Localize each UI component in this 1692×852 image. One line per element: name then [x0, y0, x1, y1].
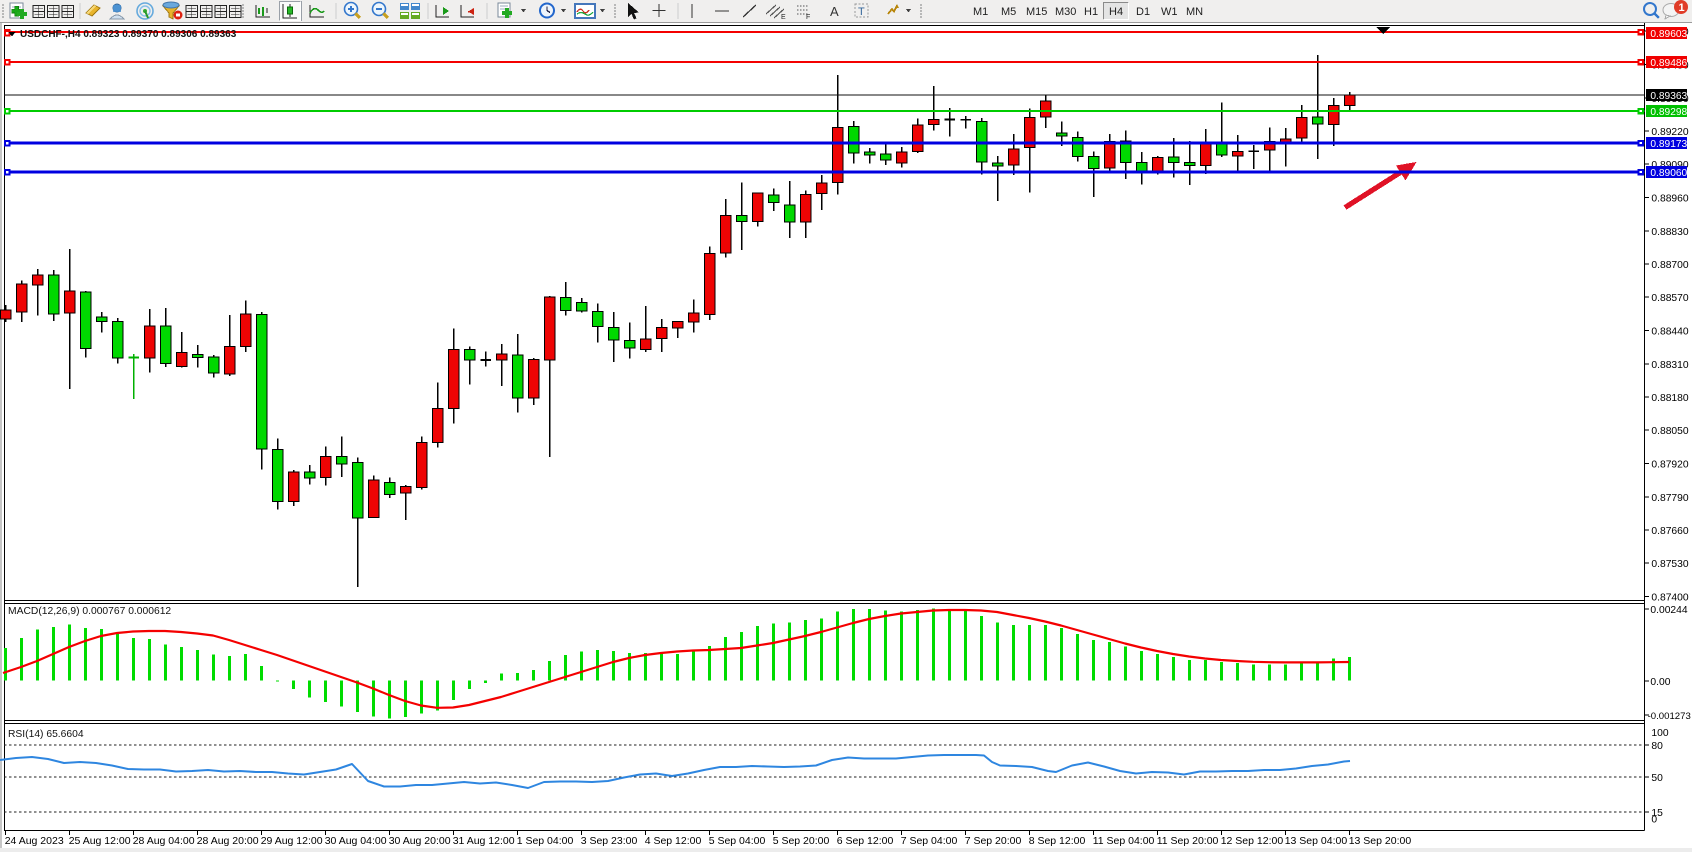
- svg-text:15: 15: [1651, 808, 1663, 819]
- svg-text:0.89090: 0.89090: [1651, 160, 1688, 171]
- svg-text:5 Sep 20:00: 5 Sep 20:00: [773, 835, 830, 847]
- svg-text:0.88050: 0.88050: [1651, 426, 1688, 437]
- svg-text:M15: M15: [1026, 6, 1047, 18]
- svg-text:F: F: [806, 14, 810, 21]
- svg-text:100: 100: [1651, 728, 1668, 739]
- svg-text:0.88440: 0.88440: [1651, 327, 1688, 338]
- svg-text:13 Sep 20:00: 13 Sep 20:00: [1349, 835, 1412, 847]
- svg-text:0.89298: 0.89298: [1650, 107, 1687, 118]
- svg-text:M1: M1: [973, 6, 988, 18]
- svg-text:H4: H4: [1109, 6, 1123, 18]
- svg-text:28 Aug 20:00: 28 Aug 20:00: [197, 835, 259, 847]
- svg-text:H1: H1: [1084, 6, 1098, 18]
- svg-text:0.89220: 0.89220: [1651, 127, 1688, 138]
- svg-text:6 Sep 12:00: 6 Sep 12:00: [837, 835, 894, 847]
- svg-text:M30: M30: [1055, 6, 1076, 18]
- svg-text:11 Sep 20:00: 11 Sep 20:00: [1157, 835, 1219, 847]
- svg-text:0.00: 0.00: [1650, 677, 1670, 688]
- svg-text:7 Sep 04:00: 7 Sep 04:00: [901, 835, 958, 847]
- svg-text:5 Sep 04:00: 5 Sep 04:00: [709, 835, 766, 847]
- svg-text:8 Sep 12:00: 8 Sep 12:00: [1029, 835, 1086, 847]
- svg-text:A: A: [830, 4, 839, 19]
- svg-text:30 Aug 04:00: 30 Aug 04:00: [325, 835, 387, 847]
- svg-text:11 Sep 04:00: 11 Sep 04:00: [1093, 835, 1155, 847]
- svg-text:0.88830: 0.88830: [1651, 227, 1688, 238]
- svg-text:MACD(12,26,9) 0.000767 0.00061: MACD(12,26,9) 0.000767 0.000612: [8, 606, 171, 617]
- svg-text:0.00244: 0.00244: [1650, 605, 1687, 616]
- svg-text:0.88700: 0.88700: [1651, 260, 1688, 271]
- svg-text:0: 0: [1651, 815, 1657, 826]
- svg-text:RSI(14) 65.6604: RSI(14) 65.6604: [8, 729, 84, 740]
- svg-text:0.89486: 0.89486: [1650, 58, 1687, 69]
- svg-text:31 Aug 12:00: 31 Aug 12:00: [453, 835, 515, 847]
- svg-text:USDCHF-,H4 0.89323 0.89370 0.: USDCHF-,H4 0.89323 0.89370 0.89306 0.893…: [20, 29, 237, 40]
- svg-text:3 Sep 23:00: 3 Sep 23:00: [581, 835, 638, 847]
- svg-text:25 Aug 12:00: 25 Aug 12:00: [69, 835, 131, 847]
- svg-text:0.89173: 0.89173: [1650, 139, 1687, 150]
- svg-text:24 Aug 2023: 24 Aug 2023: [5, 835, 64, 847]
- svg-text:1 Sep 04:00: 1 Sep 04:00: [517, 835, 574, 847]
- svg-text:7 Sep 20:00: 7 Sep 20:00: [965, 835, 1022, 847]
- svg-text:50: 50: [1651, 773, 1663, 784]
- svg-text:0.87400: 0.87400: [1651, 593, 1688, 604]
- svg-text:0.88310: 0.88310: [1651, 360, 1688, 371]
- svg-text:30 Aug 20:00: 30 Aug 20:00: [389, 835, 451, 847]
- svg-text:0.88180: 0.88180: [1651, 393, 1688, 404]
- svg-text:0.88570: 0.88570: [1651, 293, 1688, 304]
- svg-text:M5: M5: [1001, 6, 1016, 18]
- svg-text:13 Sep 04:00: 13 Sep 04:00: [1285, 835, 1348, 847]
- svg-text:12 Sep 12:00: 12 Sep 12:00: [1221, 835, 1284, 847]
- svg-text:0.89603: 0.89603: [1650, 29, 1687, 40]
- svg-text:E: E: [781, 14, 786, 21]
- svg-text:80: 80: [1651, 741, 1663, 752]
- svg-text:0.88960: 0.88960: [1651, 194, 1688, 205]
- svg-text:0.87790: 0.87790: [1651, 493, 1688, 504]
- svg-text:29 Aug 12:00: 29 Aug 12:00: [261, 835, 323, 847]
- svg-text:0.87530: 0.87530: [1651, 559, 1688, 570]
- svg-text:0.87920: 0.87920: [1651, 460, 1688, 471]
- svg-text:0.87660: 0.87660: [1651, 526, 1688, 537]
- svg-text:MN: MN: [1186, 6, 1203, 18]
- svg-text:D1: D1: [1136, 6, 1150, 18]
- svg-text:-0.001273: -0.001273: [1648, 711, 1691, 722]
- svg-text:4 Sep 12:00: 4 Sep 12:00: [645, 835, 702, 847]
- svg-text:0.89363: 0.89363: [1650, 91, 1687, 102]
- svg-text:28 Aug 04:00: 28 Aug 04:00: [133, 835, 195, 847]
- svg-text:0.89060: 0.89060: [1650, 168, 1687, 179]
- svg-text:1: 1: [1679, 2, 1685, 14]
- svg-text:W1: W1: [1161, 6, 1178, 18]
- svg-text:T: T: [858, 6, 865, 18]
